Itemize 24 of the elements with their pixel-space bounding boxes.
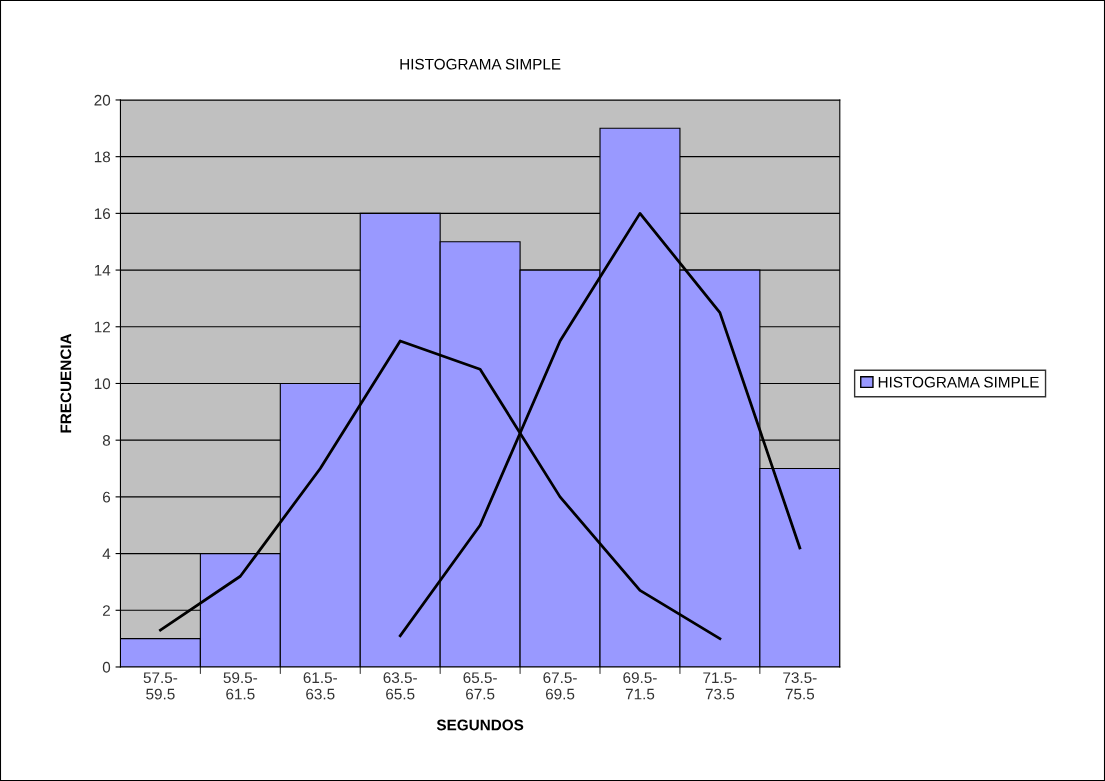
y-axis-title: FRECUENCIA <box>60 333 72 433</box>
y-tick-label: 16 <box>94 208 111 220</box>
chart-title: HISTOGRAMA SIMPLE <box>400 58 561 70</box>
y-tick-label: 4 <box>102 548 111 560</box>
y-tick-label: 2 <box>103 605 110 616</box>
x-tick-label: 69.5- 71.5 <box>623 672 657 700</box>
y-tick-label: 8 <box>102 435 111 446</box>
x-tick-label: 65.5- 67.5 <box>463 672 497 700</box>
x-tick-label: 63.5- 65.5 <box>383 672 417 700</box>
y-tick-label: 14 <box>94 265 111 276</box>
x-axis-title: SEGUNDOS <box>436 719 524 731</box>
x-tick-label: 57.5- 59.5 <box>143 672 178 700</box>
y-tick-label: 18 <box>94 151 111 163</box>
x-tick-label: 73.5- 75.5 <box>783 672 817 700</box>
y-tick-label: 20 <box>94 94 111 106</box>
x-tick-label: 71.5- 73.5 <box>703 672 737 700</box>
x-tick-label: 67.5- 69.5 <box>543 672 577 700</box>
x-tick-label: 59.5- 61.5 <box>223 672 258 700</box>
y-tick-label: 12 <box>94 321 110 333</box>
x-tick-label: 61.5- 63.5 <box>303 672 337 700</box>
legend-label: HISTOGRAMA SIMPLE <box>878 376 1039 388</box>
y-tick-label: 6 <box>103 491 111 503</box>
y-tick-label: 0 <box>102 661 111 673</box>
y-tick-label: 10 <box>94 378 111 390</box>
